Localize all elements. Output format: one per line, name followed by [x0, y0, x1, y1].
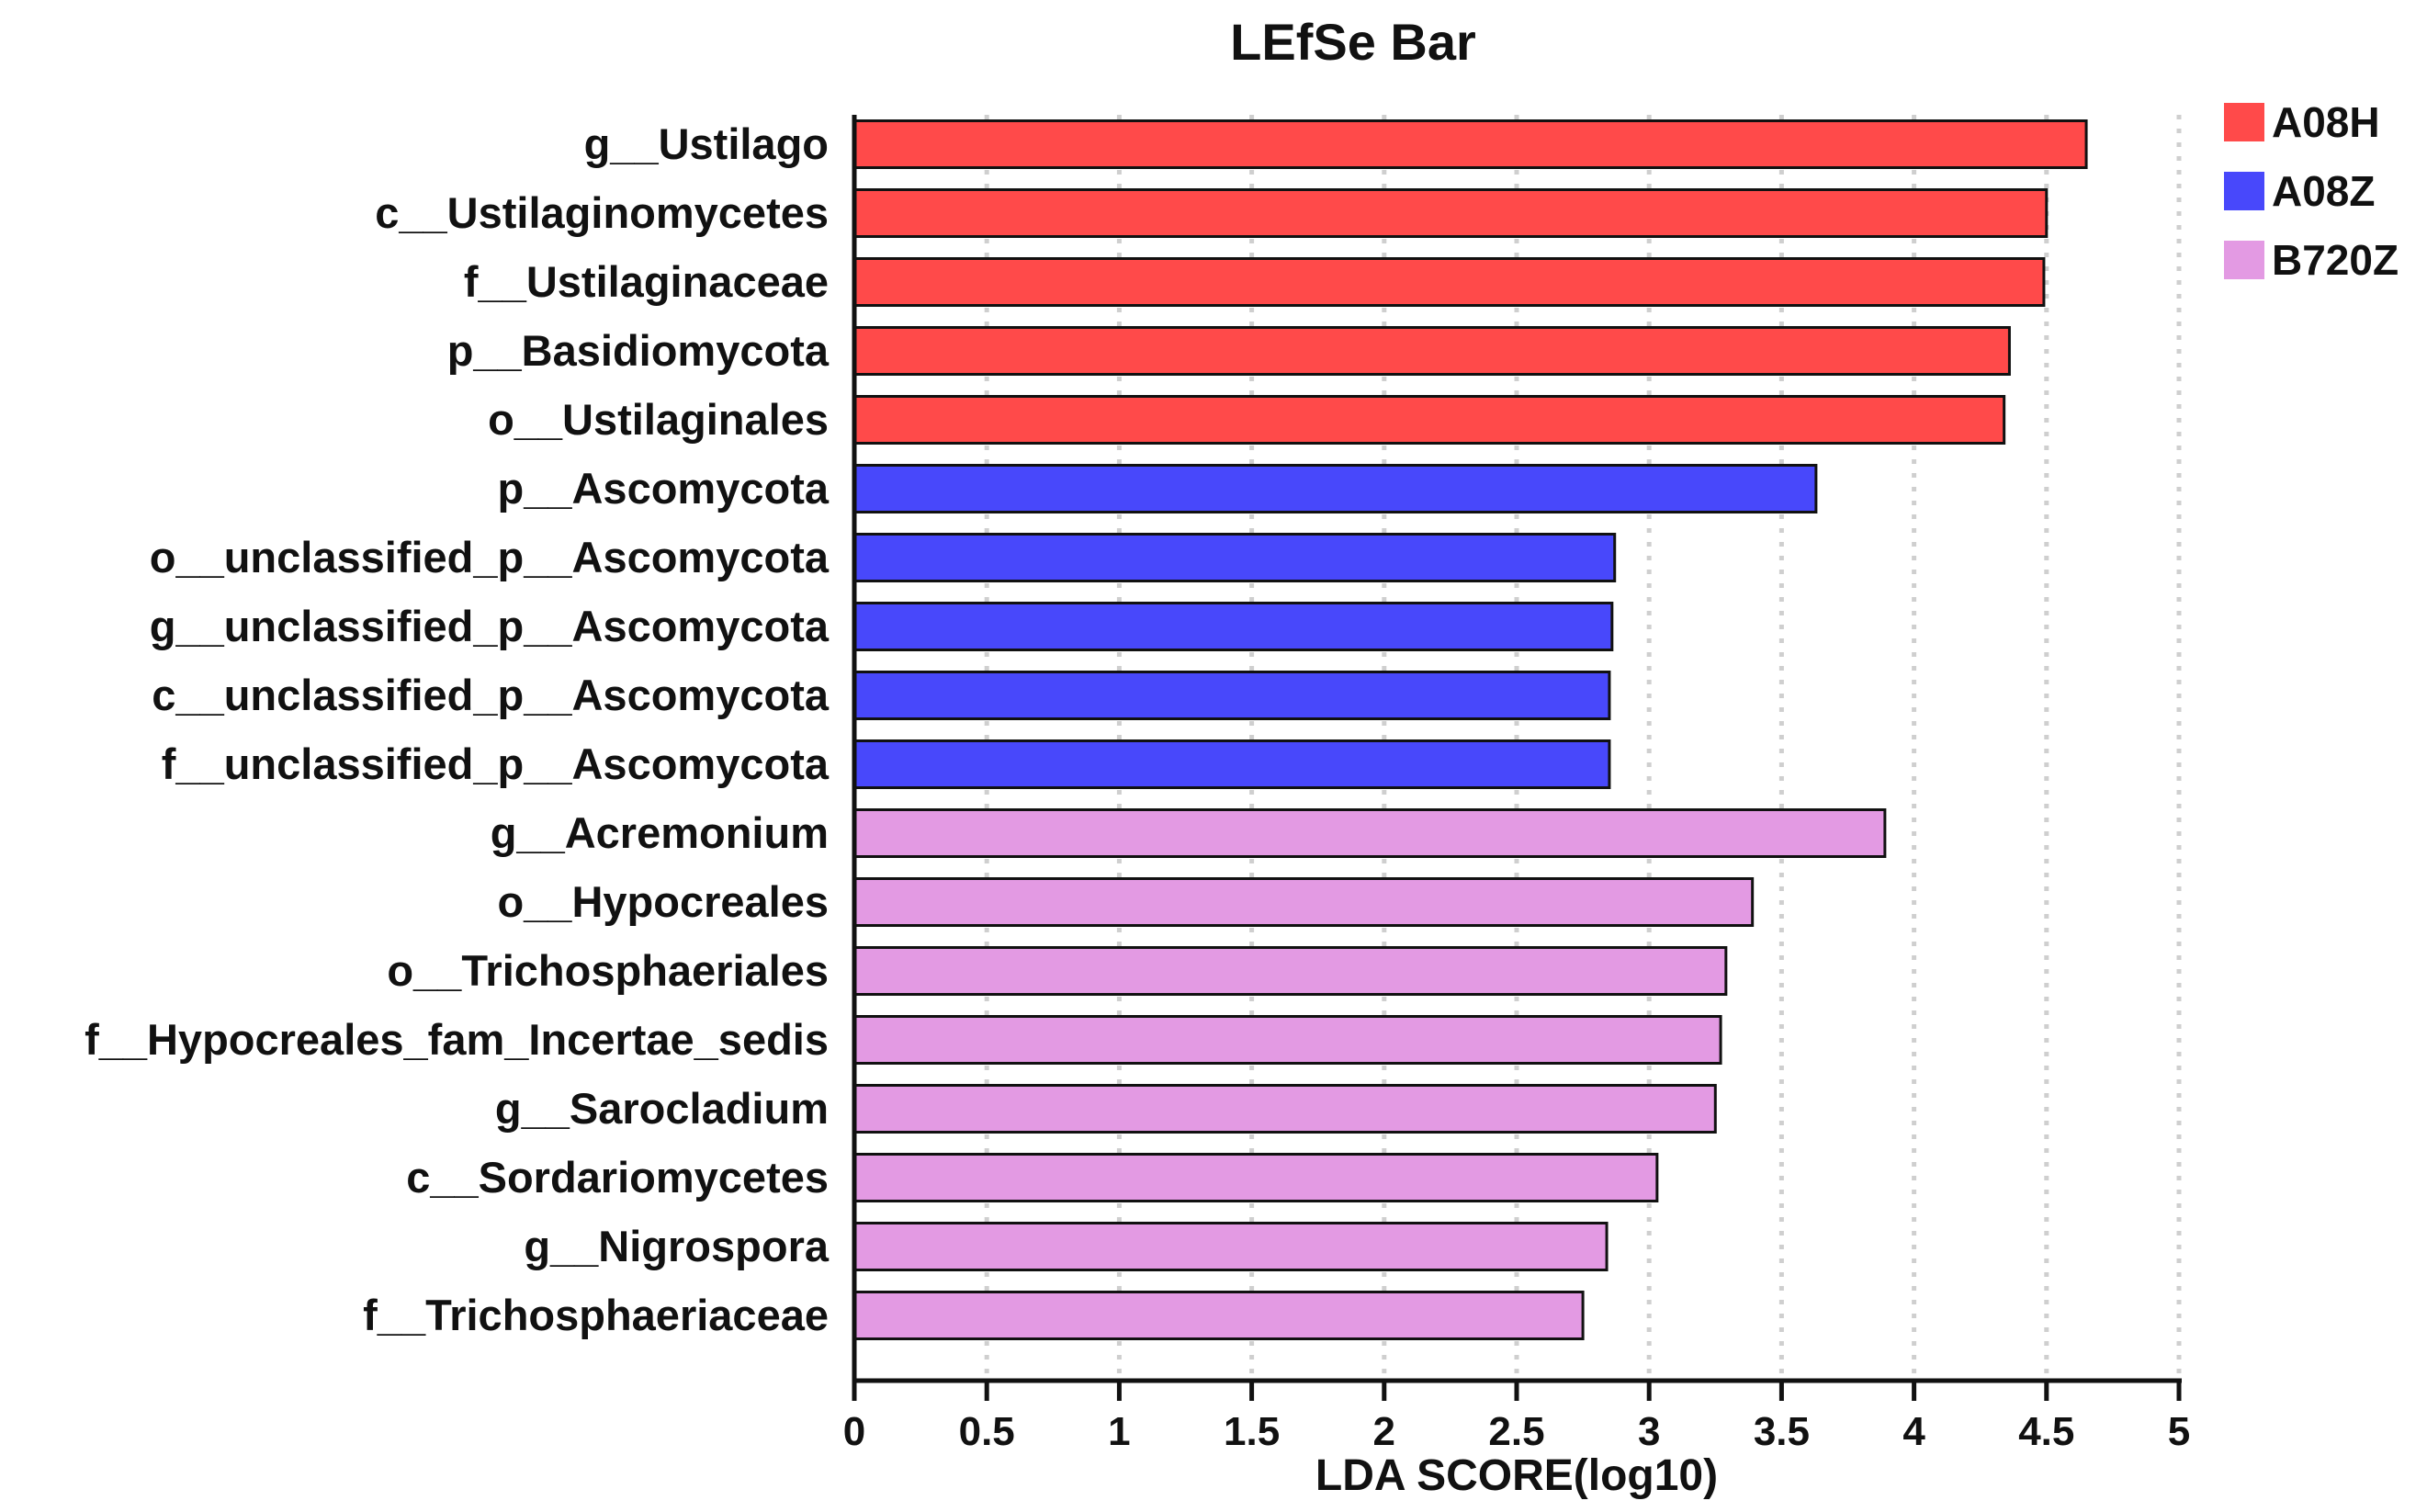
category-label: c__unclassified_p__Ascomycota: [152, 671, 830, 719]
bar-g__Ustilago: [852, 119, 2088, 169]
category-label: c__Sordariomycetes: [406, 1153, 829, 1202]
category-labels: g__Ustilago c__Ustilaginomycetes f__Ustila…: [85, 119, 830, 1339]
bar-p__Ascomycota: [852, 464, 1818, 513]
bar-g__Acremonium: [852, 808, 1887, 858]
bar-p__Basidiomycota: [852, 326, 2011, 376]
category-label: g__unclassified_p__Ascomycota: [150, 602, 830, 650]
bar-c__Sordariomycetes: [852, 1153, 1659, 1202]
category-label: g__Nigrospora: [524, 1222, 830, 1270]
category-label: o__Trichosphaeriales: [387, 946, 829, 995]
bar-o__unclassified_p__Ascomycota: [852, 533, 1617, 582]
bar-g__unclassified_p__Ascomycota: [852, 602, 1614, 651]
legend-label: B720Z: [2272, 236, 2399, 284]
x-tick-label: 2.5: [1488, 1409, 1544, 1454]
x-tick-label: 2: [1373, 1409, 1395, 1454]
x-tick-label: 5: [2168, 1409, 2190, 1454]
x-tick-label: 1.5: [1224, 1409, 1280, 1454]
category-label: p__Ascomycota: [498, 464, 830, 513]
x-axis: 0 0.5 1 1.5 2 2.5 3 3.5 4 4.5 5: [843, 115, 2190, 1454]
bar-g__Sarocladium: [852, 1084, 1717, 1134]
category-label: f__Ustilaginaceae: [464, 257, 829, 306]
category-label: g__Acremonium: [491, 808, 829, 857]
legend-label: A08H: [2272, 98, 2380, 146]
category-label: g__Sarocladium: [495, 1084, 829, 1133]
x-tick-label: 0.5: [959, 1409, 1015, 1454]
category-label: f__Trichosphaeriaceae: [363, 1291, 829, 1339]
bar-f__Ustilaginaceae: [852, 257, 2046, 307]
bar-o__Ustilaginales: [852, 395, 2006, 445]
x-tick-label: 4.5: [2018, 1409, 2074, 1454]
legend-swatch-A08Z: [2224, 172, 2264, 210]
bars: [852, 119, 2088, 1340]
chart-title: LEfSe Bar: [1230, 13, 1476, 71]
category-label: p__Basidiomycota: [447, 326, 830, 375]
legend-swatch-B720Z: [2224, 241, 2264, 279]
bar-o__Trichosphaeriales: [852, 946, 1728, 996]
x-tick-label: 1: [1108, 1409, 1130, 1454]
bar-c__Ustilaginomycetes: [852, 188, 2049, 238]
legend-swatch-A08H: [2224, 103, 2264, 141]
category-label: o__Hypocreales: [497, 877, 829, 926]
x-tick-label: 4: [1902, 1409, 1925, 1454]
bar-g__Nigrospora: [852, 1222, 1609, 1271]
x-axis-title: LDA SCORE(log10): [1315, 1451, 1718, 1500]
category-label: o__unclassified_p__Ascomycota: [150, 533, 830, 581]
category-label: o__Ustilaginales: [488, 395, 829, 444]
bar-o__Hypocreales: [852, 877, 1755, 927]
category-label: c__Ustilaginomycetes: [375, 188, 829, 237]
x-tick-label: 0: [843, 1409, 865, 1454]
bar-f__Hypocreales_fam_Incertae_sedis: [852, 1015, 1722, 1065]
category-label: f__unclassified_p__Ascomycota: [162, 739, 830, 788]
x-tick-label: 3.5: [1754, 1409, 1810, 1454]
legend-label: A08Z: [2272, 167, 2375, 215]
bar-c__unclassified_p__Ascomycota: [852, 671, 1611, 720]
category-label: f__Hypocreales_fam_Incertae_sedis: [85, 1015, 829, 1064]
legend: A08H A08Z B720Z: [2224, 98, 2399, 284]
x-tick-label: 3: [1638, 1409, 1660, 1454]
bar-f__Trichosphaeriaceae: [852, 1291, 1585, 1340]
category-label: g__Ustilago: [584, 119, 829, 168]
bar-f__unclassified_p__Ascomycota: [852, 739, 1611, 789]
